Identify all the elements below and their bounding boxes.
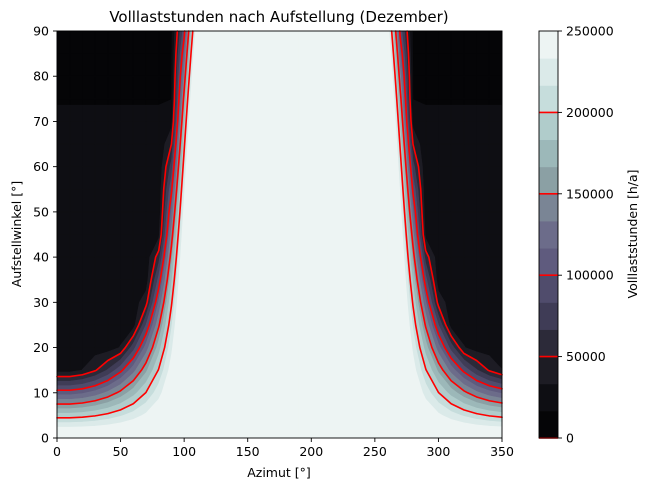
- colorbar-segment: [539, 329, 558, 358]
- contour-line-layer: [56, 30, 503, 419]
- x-tick-label: 100: [172, 444, 196, 459]
- x-axis-label: Azimut [°]: [247, 465, 311, 480]
- colorbar-segment: [539, 383, 558, 412]
- colorbar-segment: [539, 139, 558, 168]
- contour-line-3: [56, 30, 503, 405]
- colorbar: [538, 30, 559, 439]
- x-tick-label: 0: [53, 444, 61, 459]
- colorbar-segment: [539, 193, 558, 222]
- contour-line-4: [56, 30, 503, 419]
- colorbar-axis: 0 50000 100000 150000 200000 250000: [558, 24, 614, 446]
- colorbar-segment: [539, 248, 558, 276]
- y-tick-label: 30: [33, 295, 49, 310]
- contour-band-14: [56, 30, 503, 439]
- x-tick-label: 350: [490, 444, 514, 459]
- colorbar-segment: [539, 112, 558, 141]
- colorbar-segment: [539, 166, 558, 195]
- y-axis-label: Aufstellwinkel [°]: [9, 181, 24, 287]
- x-tick-label: 300: [426, 444, 450, 459]
- x-axis: 0 50 100 150 200 250 300 350: [53, 438, 514, 459]
- plot-frame: [56, 30, 503, 439]
- y-tick-label: 80: [33, 69, 49, 84]
- colorbar-frame: [538, 30, 559, 439]
- colorbar-segment: [539, 31, 558, 59]
- x-tick-label: 50: [113, 444, 129, 459]
- y-tick-label: 60: [33, 159, 49, 174]
- colorbar-segment: [539, 85, 558, 113]
- colorbar-tick-label: 0: [566, 431, 574, 446]
- contour-fill-layer: [56, 30, 503, 439]
- colorbar-segment: [539, 58, 558, 86]
- y-tick-label: 40: [33, 250, 49, 265]
- colorbar-tick-label: 100000: [566, 268, 614, 283]
- colorbar-tick-label: 200000: [566, 105, 614, 120]
- colorbar-tick-label: 250000: [566, 24, 614, 39]
- chart-title: Volllaststunden nach Aufstellung (Dezemb…: [109, 8, 448, 26]
- colorbar-segment: [539, 356, 558, 385]
- colorbar-segment: [539, 302, 558, 330]
- contour-line-1: [56, 30, 503, 378]
- y-tick-label: 50: [33, 204, 49, 219]
- y-axis: 0 10 20 30 40 50 60 70 80 90: [33, 24, 57, 446]
- x-tick-label: 200: [299, 444, 323, 459]
- colorbar-segment: [539, 220, 558, 249]
- colorbar-segment: [539, 275, 558, 303]
- y-tick-label: 90: [33, 24, 49, 39]
- colorbar-tick-label: 150000: [566, 186, 614, 201]
- x-tick-label: 250: [363, 444, 387, 459]
- contour-line-2: [56, 30, 503, 392]
- y-tick-label: 0: [41, 431, 49, 446]
- y-tick-label: 70: [33, 114, 49, 129]
- x-tick-label: 150: [236, 444, 260, 459]
- colorbar-segment: [539, 410, 558, 439]
- y-tick-label: 20: [33, 340, 49, 355]
- y-tick-label: 10: [33, 385, 49, 400]
- colorbar-label: Volllaststunden [h/a]: [625, 169, 640, 298]
- colorbar-tick-label: 50000: [566, 349, 606, 364]
